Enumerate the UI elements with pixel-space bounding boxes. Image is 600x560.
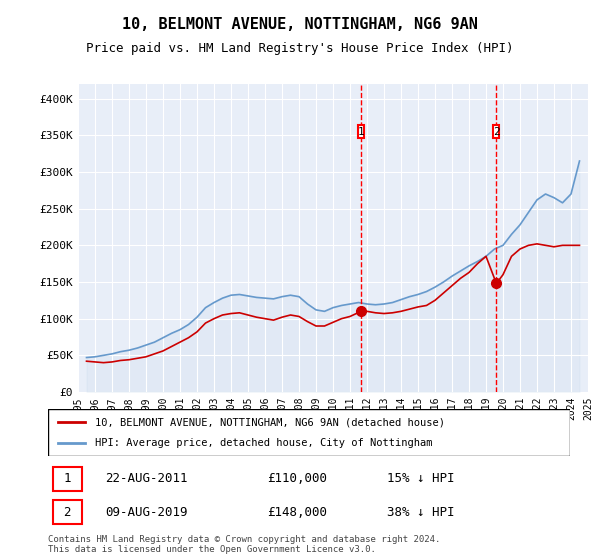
- Text: 2: 2: [64, 506, 71, 519]
- FancyBboxPatch shape: [358, 125, 364, 138]
- Text: 10, BELMONT AVENUE, NOTTINGHAM, NG6 9AN: 10, BELMONT AVENUE, NOTTINGHAM, NG6 9AN: [122, 17, 478, 32]
- Text: £148,000: £148,000: [267, 506, 327, 519]
- Text: 22-AUG-2011: 22-AUG-2011: [106, 472, 188, 486]
- Text: £110,000: £110,000: [267, 472, 327, 486]
- Text: HPI: Average price, detached house, City of Nottingham: HPI: Average price, detached house, City…: [95, 438, 433, 448]
- Text: 2: 2: [493, 127, 500, 137]
- Text: Contains HM Land Registry data © Crown copyright and database right 2024.
This d: Contains HM Land Registry data © Crown c…: [48, 535, 440, 554]
- Text: Price paid vs. HM Land Registry's House Price Index (HPI): Price paid vs. HM Land Registry's House …: [86, 42, 514, 55]
- Text: 38% ↓ HPI: 38% ↓ HPI: [388, 506, 455, 519]
- FancyBboxPatch shape: [53, 500, 82, 525]
- FancyBboxPatch shape: [48, 409, 570, 456]
- FancyBboxPatch shape: [493, 125, 499, 138]
- Text: 1: 1: [64, 472, 71, 486]
- Text: 10, BELMONT AVENUE, NOTTINGHAM, NG6 9AN (detached house): 10, BELMONT AVENUE, NOTTINGHAM, NG6 9AN …: [95, 417, 445, 427]
- FancyBboxPatch shape: [53, 466, 82, 491]
- Text: 15% ↓ HPI: 15% ↓ HPI: [388, 472, 455, 486]
- Text: 1: 1: [358, 127, 364, 137]
- Text: 09-AUG-2019: 09-AUG-2019: [106, 506, 188, 519]
